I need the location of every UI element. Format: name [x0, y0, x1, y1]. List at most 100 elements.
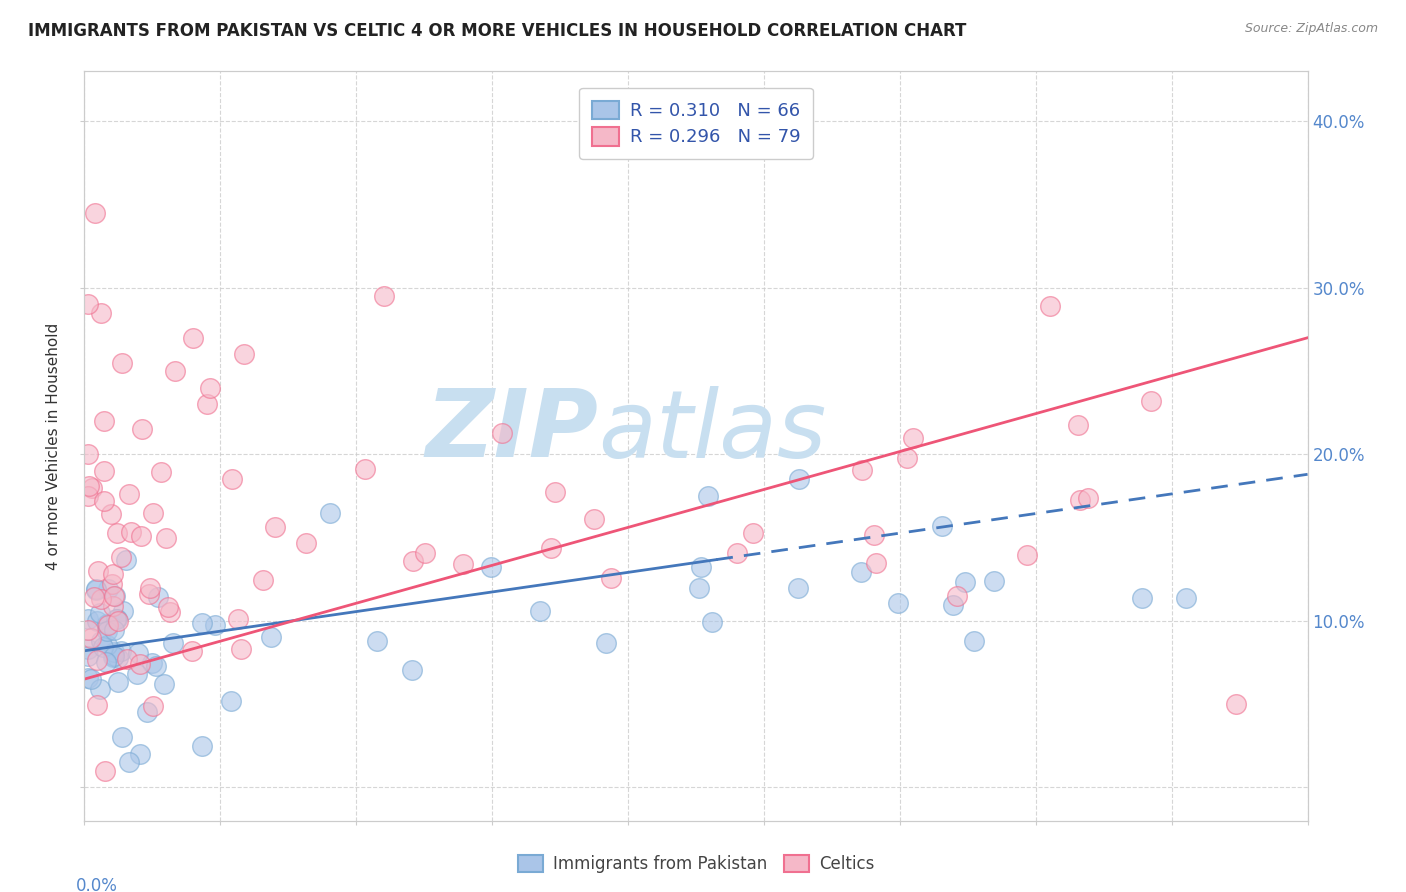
Point: [80, 631, 103, 645]
Point: [136, 705, 159, 719]
Point: [156, 599, 179, 614]
Point: [849, 565, 872, 579]
Point: [319, 506, 342, 520]
Point: [295, 536, 318, 550]
Point: [600, 571, 623, 585]
Text: IMMIGRANTS FROM PAKISTAN VS CELTIC 4 OR MORE VEHICLES IN HOUSEHOLD CORRELATION C: IMMIGRANTS FROM PAKISTAN VS CELTIC 4 OR …: [28, 22, 966, 40]
Point: [229, 642, 252, 657]
Point: [82, 481, 104, 495]
Point: [200, 381, 222, 395]
Text: Source: ZipAtlas.com: Source: ZipAtlas.com: [1244, 22, 1378, 36]
Point: [103, 589, 125, 603]
Point: [97, 582, 120, 597]
Point: [127, 646, 149, 660]
Legend: Immigrants from Pakistan, Celtics: Immigrants from Pakistan, Celtics: [512, 848, 880, 880]
Point: [725, 546, 748, 560]
Point: [141, 656, 163, 670]
Point: [107, 526, 129, 541]
Point: [491, 425, 513, 440]
Point: [97, 618, 120, 632]
Point: [983, 574, 1005, 588]
Point: [190, 615, 212, 630]
Point: [84, 582, 107, 597]
Point: [90, 592, 112, 607]
Point: [148, 591, 170, 605]
Point: [77, 642, 100, 657]
Point: [1067, 418, 1090, 433]
Point: [96, 617, 118, 632]
Point: [90, 306, 112, 320]
Point: [787, 581, 810, 595]
Point: [963, 633, 986, 648]
Point: [107, 675, 129, 690]
Point: [1175, 591, 1198, 605]
Point: [155, 531, 177, 545]
Point: [1038, 299, 1060, 313]
Point: [84, 206, 107, 220]
Point: [696, 489, 718, 503]
Point: [451, 557, 474, 571]
Point: [252, 573, 274, 587]
Point: [162, 636, 184, 650]
Text: 0.0%: 0.0%: [76, 877, 118, 892]
Point: [195, 397, 218, 411]
Point: [86, 698, 108, 713]
Point: [93, 464, 115, 478]
Point: [91, 640, 114, 654]
Point: [1017, 548, 1039, 562]
Point: [742, 525, 765, 540]
Point: [105, 612, 128, 626]
Point: [896, 450, 918, 465]
Point: [118, 756, 141, 770]
Point: [402, 554, 425, 568]
Y-axis label: 4 or more Vehicles in Household: 4 or more Vehicles in Household: [46, 322, 62, 570]
Point: [96, 624, 118, 638]
Point: [931, 518, 953, 533]
Point: [86, 614, 108, 628]
Point: [80, 672, 103, 686]
Point: [946, 589, 969, 603]
Point: [887, 596, 910, 610]
Point: [700, 615, 723, 629]
Point: [1077, 491, 1099, 506]
Point: [77, 648, 100, 663]
Point: [101, 566, 124, 581]
Point: [1225, 697, 1247, 711]
Point: [103, 645, 125, 659]
Point: [366, 634, 388, 648]
Point: [354, 462, 377, 476]
Point: [413, 546, 436, 560]
Point: [1069, 492, 1091, 507]
Point: [583, 512, 606, 526]
Point: [77, 447, 100, 461]
Point: [138, 587, 160, 601]
Point: [479, 560, 502, 574]
Point: [862, 528, 884, 542]
Point: [110, 550, 132, 565]
Point: [94, 655, 117, 669]
Point: [111, 731, 134, 745]
Point: [110, 643, 132, 657]
Point: [595, 636, 617, 650]
Point: [865, 556, 887, 570]
Point: [86, 653, 108, 667]
Point: [100, 576, 122, 591]
Point: [153, 677, 176, 691]
Point: [100, 507, 122, 521]
Point: [115, 652, 138, 666]
Point: [128, 657, 150, 671]
Point: [83, 590, 105, 604]
Point: [181, 331, 204, 345]
Point: [901, 431, 924, 445]
Point: [77, 671, 100, 685]
Point: [103, 623, 125, 637]
Point: [159, 605, 181, 619]
Point: [96, 638, 118, 652]
Point: [142, 699, 165, 714]
Point: [142, 506, 165, 520]
Point: [125, 667, 148, 681]
Point: [1130, 591, 1153, 605]
Point: [688, 581, 710, 595]
Point: [77, 623, 100, 637]
Point: [260, 630, 283, 644]
